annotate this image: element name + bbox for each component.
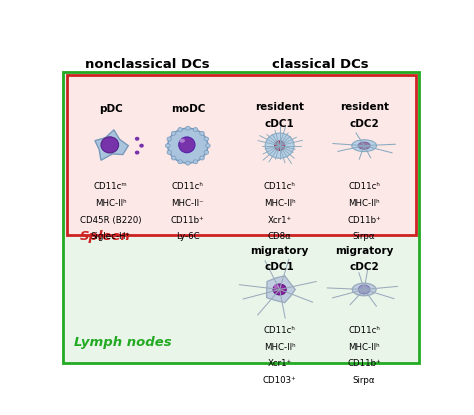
Text: Sirpα: Sirpα [353, 232, 375, 241]
Ellipse shape [179, 139, 185, 143]
Text: Sirpα: Sirpα [353, 376, 375, 385]
Circle shape [135, 151, 139, 154]
Text: CD11b⁺: CD11b⁺ [171, 216, 205, 225]
Circle shape [171, 131, 176, 135]
Circle shape [139, 144, 144, 148]
Ellipse shape [274, 141, 285, 150]
Ellipse shape [179, 137, 195, 153]
Text: MHC-IIʰ: MHC-IIʰ [264, 343, 295, 352]
Circle shape [167, 137, 172, 141]
Text: CD11b⁺: CD11b⁺ [347, 359, 381, 369]
Text: Lymph nodes: Lymph nodes [74, 336, 172, 349]
Text: migratory: migratory [250, 246, 309, 256]
Circle shape [200, 156, 204, 160]
Text: CD11cʰ: CD11cʰ [264, 326, 296, 335]
Text: migratory: migratory [335, 246, 393, 256]
Text: CD8α: CD8α [268, 232, 292, 241]
Text: Xcr1⁺: Xcr1⁺ [267, 359, 292, 369]
Circle shape [171, 156, 176, 160]
Circle shape [204, 137, 209, 141]
Text: CD11cᵐ: CD11cᵐ [94, 183, 128, 191]
Ellipse shape [352, 140, 376, 151]
FancyBboxPatch shape [63, 72, 419, 363]
Ellipse shape [352, 283, 376, 296]
Circle shape [193, 127, 198, 132]
Ellipse shape [101, 137, 118, 153]
Text: cDC1: cDC1 [265, 262, 294, 272]
Text: Spleen: Spleen [80, 230, 130, 243]
Circle shape [168, 128, 208, 163]
Circle shape [185, 126, 190, 130]
Ellipse shape [274, 285, 279, 288]
Text: moDC: moDC [171, 104, 205, 114]
Text: CD11cʰ: CD11cʰ [172, 183, 204, 191]
Circle shape [178, 127, 182, 132]
Circle shape [200, 131, 204, 135]
Text: MHC-II⁻: MHC-II⁻ [172, 199, 204, 208]
Circle shape [206, 144, 210, 148]
Text: pDC: pDC [99, 104, 123, 114]
Text: classical DCs: classical DCs [272, 58, 368, 71]
Text: CD11cʰ: CD11cʰ [348, 183, 380, 191]
Text: resident: resident [340, 102, 389, 112]
Circle shape [135, 137, 139, 141]
Circle shape [193, 160, 198, 164]
Circle shape [265, 133, 294, 158]
Text: nonclassical DCs: nonclassical DCs [85, 58, 210, 71]
Text: cDC2: cDC2 [349, 262, 379, 272]
Circle shape [178, 160, 182, 164]
Ellipse shape [358, 142, 370, 149]
Text: Ly-6C: Ly-6C [176, 232, 200, 241]
Text: CD11cʰ: CD11cʰ [348, 326, 380, 335]
FancyBboxPatch shape [66, 76, 416, 235]
Circle shape [204, 150, 209, 154]
Text: cDC2: cDC2 [349, 119, 379, 129]
Polygon shape [95, 130, 128, 160]
Ellipse shape [273, 284, 286, 295]
Text: CD103⁺: CD103⁺ [263, 376, 297, 385]
Text: MHC-IIʰ: MHC-IIʰ [264, 199, 295, 208]
Circle shape [167, 150, 172, 154]
Polygon shape [266, 276, 295, 303]
Text: Siglec-H⁺: Siglec-H⁺ [91, 232, 131, 241]
Text: CD45R (B220): CD45R (B220) [80, 216, 141, 225]
Text: CD11cʰ: CD11cʰ [264, 183, 296, 191]
Ellipse shape [358, 285, 370, 294]
Text: resident: resident [255, 102, 304, 112]
Text: Xcr1⁺: Xcr1⁺ [267, 216, 292, 225]
Text: cDC1: cDC1 [265, 119, 294, 129]
Text: MHC-IIʰ: MHC-IIʰ [348, 343, 380, 352]
Text: MHC-IIʰ: MHC-IIʰ [348, 199, 380, 208]
Text: CD11b⁺: CD11b⁺ [347, 216, 381, 225]
Circle shape [185, 161, 190, 165]
Text: MHC-IIʰ: MHC-IIʰ [95, 199, 127, 208]
Circle shape [165, 144, 170, 148]
